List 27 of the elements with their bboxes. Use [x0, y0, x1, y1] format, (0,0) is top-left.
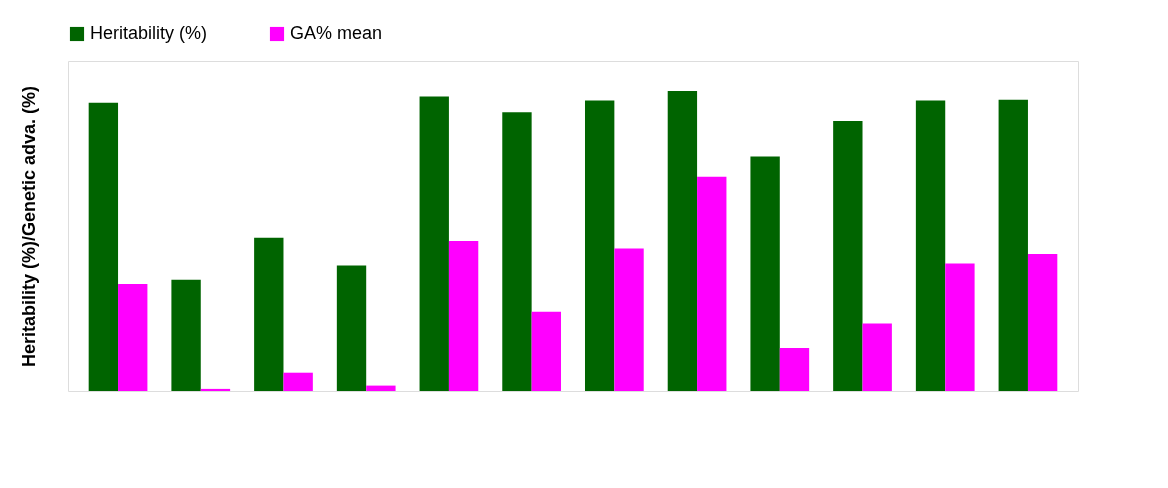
bar	[171, 279, 201, 391]
bar	[945, 263, 975, 391]
bar	[779, 348, 810, 391]
bar	[998, 99, 1028, 391]
bar	[254, 237, 284, 391]
legend-label: GA% mean	[290, 23, 383, 43]
bar	[1027, 253, 1058, 391]
bar	[502, 112, 532, 391]
bar	[584, 100, 615, 391]
bar	[915, 100, 946, 391]
bar	[336, 265, 367, 391]
bar	[200, 388, 231, 391]
bar	[118, 283, 148, 391]
bar	[419, 96, 449, 391]
bar	[750, 156, 780, 391]
bar	[667, 91, 698, 391]
bar	[448, 241, 479, 391]
bar	[531, 311, 562, 391]
bar	[614, 248, 644, 391]
bar	[283, 372, 313, 391]
legend-label: Heritability (%)	[90, 23, 208, 43]
bar	[697, 176, 727, 391]
y-axis-title: Heritability (%)/Genetic adva. (%)	[18, 85, 39, 368]
bar	[862, 323, 892, 391]
bar	[833, 121, 863, 391]
bar	[366, 385, 396, 391]
bar	[88, 102, 119, 391]
